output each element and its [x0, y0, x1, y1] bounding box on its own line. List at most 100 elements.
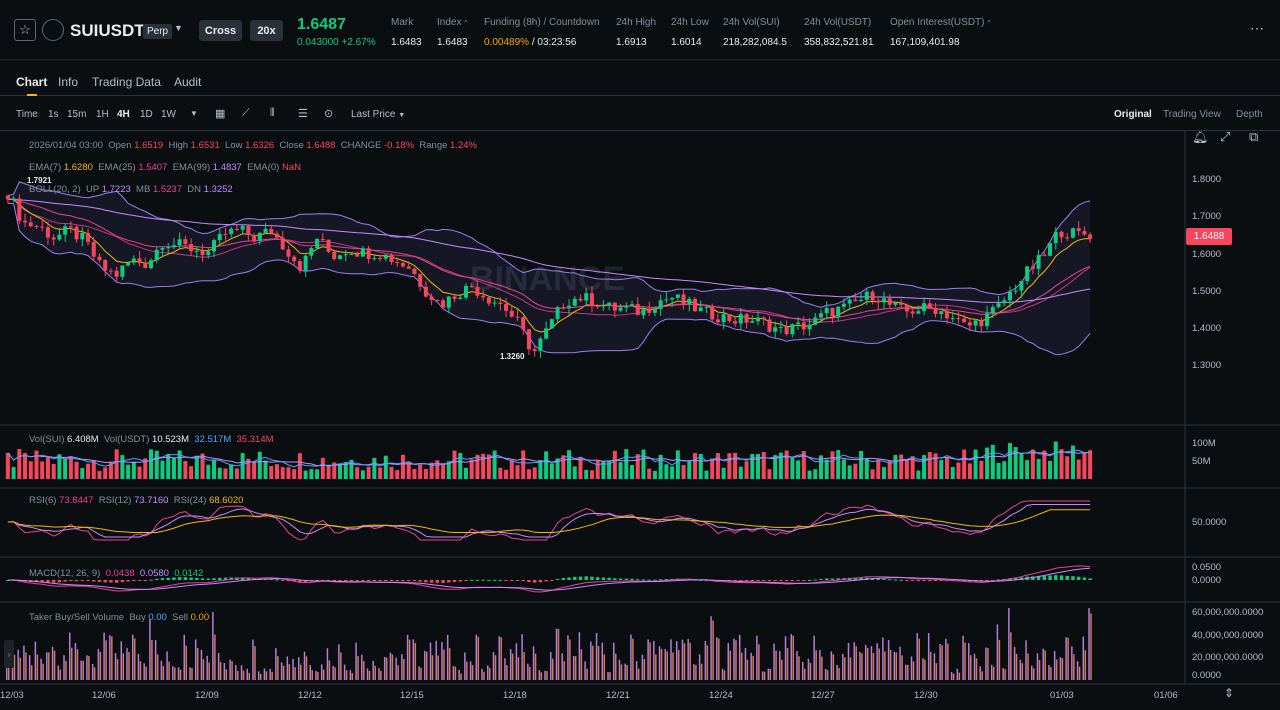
tab-chart[interactable]: Chart — [16, 75, 48, 89]
axis-scale-icon[interactable]: ⇕ — [1224, 686, 1235, 700]
interval-time[interactable]: Time — [16, 109, 38, 120]
calendar-icon[interactable]: ▦ — [215, 108, 226, 120]
candlestick-chart[interactable]: BINANCE — [0, 131, 1280, 710]
taker-buy-bar — [286, 656, 289, 680]
taker-buy-bar — [326, 648, 329, 680]
view-trading-view[interactable]: Trading View — [1163, 109, 1221, 120]
bell-icon[interactable]: 🔔︎ — [1192, 129, 1209, 144]
candle-type-icon[interactable]: ⫴ — [270, 107, 275, 119]
side-panel-toggle[interactable]: › — [4, 640, 14, 668]
candle-body — [544, 328, 549, 339]
macd-histogram-bar — [80, 580, 85, 581]
symbol-selector[interactable]: SUIUSDT — [70, 21, 145, 40]
candle-body — [108, 270, 113, 272]
taker-buy-bar — [950, 671, 953, 680]
taker-buy-bar — [727, 643, 730, 680]
macd-histogram-bar — [86, 580, 90, 581]
stat-index[interactable]: Index ^ 1.6483 — [437, 17, 468, 48]
taker-buy-bar — [796, 651, 798, 680]
taker-sell-bar — [8, 663, 10, 680]
interval-15m[interactable]: 15m — [67, 109, 87, 120]
volume-bar — [1048, 460, 1053, 479]
taker-buy-bar — [452, 666, 455, 680]
stat-open-interest[interactable]: Open Interest(USDT) ^ 167,109,401.98 — [890, 17, 991, 48]
taker-sell-bar — [763, 671, 766, 680]
macd-histogram-bar — [435, 580, 440, 583]
taker-buy-bar — [441, 641, 443, 680]
macd-histogram-bar — [109, 580, 113, 583]
view-original[interactable]: Original — [1114, 109, 1152, 120]
volume-bar — [664, 464, 669, 479]
interval-1w[interactable]: 1W — [161, 109, 176, 120]
macd-histogram-bar — [595, 577, 600, 580]
popout-icon[interactable]: ⧉ — [1249, 129, 1259, 144]
layout-icon[interactable]: ⊙ — [324, 108, 334, 120]
chevron-down-icon[interactable]: ▼ — [174, 23, 183, 33]
taker-sell-bar — [987, 647, 989, 680]
candle-body — [818, 313, 824, 318]
volume-bar — [635, 454, 640, 479]
volume-bar — [1030, 449, 1035, 479]
candle-body — [555, 307, 560, 320]
interval-more-icon[interactable]: ▼ — [190, 109, 198, 118]
taker-buy-bar — [1002, 668, 1004, 680]
tab-trading-data[interactable]: Trading Data — [92, 75, 161, 89]
volume-bar — [538, 460, 543, 479]
more-options-icon[interactable]: ⋯ — [1250, 20, 1264, 36]
interval-4h[interactable]: 4H — [117, 109, 130, 120]
macd-histogram-bar — [853, 577, 858, 580]
macd-histogram-bar — [195, 577, 199, 580]
indicator-icon[interactable]: ⟋ — [242, 107, 250, 119]
settings-icon[interactable]: ☰ — [298, 108, 308, 120]
price-type-selector[interactable]: Last Price ▼ — [351, 109, 406, 120]
candle-body — [389, 254, 394, 263]
macd-histogram-bar — [802, 580, 806, 581]
tab-audit[interactable]: Audit — [174, 75, 202, 89]
view-depth[interactable]: Depth — [1236, 109, 1263, 120]
candle-body — [509, 310, 514, 317]
leverage-button[interactable]: 20x — [250, 20, 283, 41]
taker-buy-bar — [481, 668, 483, 680]
candle-body — [1070, 228, 1075, 238]
taker-buy-bar — [733, 638, 735, 680]
taker-buy-bar — [968, 643, 970, 680]
taker-buy-bar — [893, 652, 896, 680]
taker-buy-bar — [23, 645, 25, 680]
volume-bar — [1059, 449, 1064, 479]
volume-bar — [727, 453, 732, 479]
margin-mode-button[interactable]: Cross — [199, 20, 242, 41]
interval-1s[interactable]: 1s — [48, 109, 59, 120]
taker-buy-bar — [693, 664, 695, 680]
taker-sell-bar — [48, 652, 50, 680]
taker-sell-bar — [357, 656, 359, 680]
taker-buy-bar — [338, 644, 340, 680]
taker-sell-bar — [1044, 650, 1046, 680]
tab-info[interactable]: Info — [58, 75, 79, 89]
volume-bar — [836, 450, 841, 479]
candle-body — [584, 293, 589, 301]
volume-bar — [675, 450, 680, 479]
volume-bar — [641, 449, 646, 479]
interval-1d[interactable]: 1D — [140, 109, 153, 120]
macd-histogram-bar — [922, 580, 926, 581]
taker-sell-bar — [929, 651, 932, 680]
candle-body — [23, 220, 28, 223]
volume-bar — [11, 467, 16, 479]
taker-sell-bar — [53, 650, 56, 680]
macd-dea-line — [7, 567, 1091, 591]
volume-bar — [177, 450, 182, 479]
interval-1h[interactable]: 1H — [96, 109, 109, 120]
taker-sell-bar — [632, 638, 634, 680]
candle-body — [463, 285, 468, 298]
taker-buy-bar — [945, 638, 947, 680]
expand-icon[interactable]: ⤢ — [1220, 129, 1231, 144]
taker-buy-bar — [538, 670, 541, 680]
candle-body — [252, 234, 257, 241]
macd-histogram-bar — [504, 580, 508, 581]
candle-body — [538, 338, 543, 351]
favorite-star-icon[interactable]: ☆ — [14, 19, 36, 41]
volume-bar — [893, 455, 898, 479]
taker-buy-bar — [17, 649, 19, 680]
macd-histogram-bar — [424, 580, 428, 583]
taker-sell-bar — [947, 643, 949, 680]
